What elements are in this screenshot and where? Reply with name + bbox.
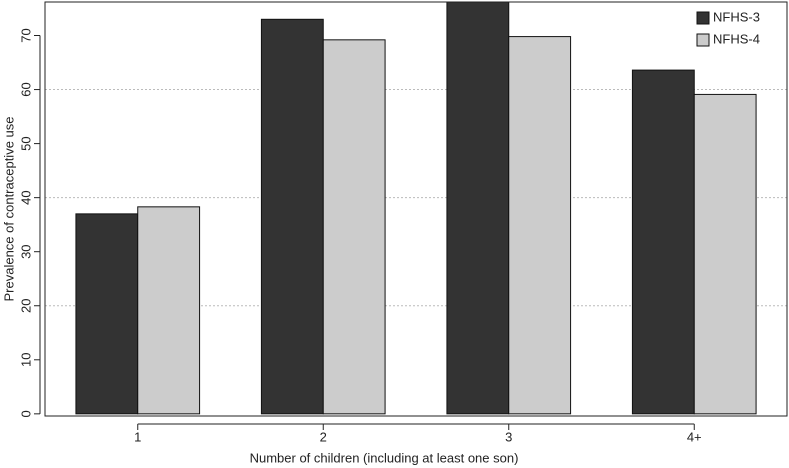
x-tick-label: 1 bbox=[134, 429, 141, 444]
x-tick-label: 3 bbox=[505, 429, 512, 444]
y-axis-title: Prevalence of contraceptive use bbox=[1, 117, 16, 302]
x-axis-title: Number of children (including at least o… bbox=[250, 450, 519, 465]
bar bbox=[75, 213, 139, 415]
bar bbox=[137, 206, 201, 415]
bar bbox=[446, 1, 510, 415]
x-tick-label: 2 bbox=[320, 429, 327, 444]
bar bbox=[631, 69, 695, 415]
plot-frame bbox=[44, 1, 788, 417]
y-tick-label: 70 bbox=[18, 28, 33, 42]
x-tick-label: 4+ bbox=[687, 429, 702, 444]
bar bbox=[260, 18, 324, 415]
legend-swatch bbox=[696, 33, 710, 47]
legend-swatch bbox=[696, 11, 710, 25]
bar bbox=[322, 39, 386, 415]
bar bbox=[508, 36, 572, 415]
bar bbox=[693, 93, 757, 415]
y-tick-label: 30 bbox=[18, 244, 33, 258]
y-tick-label: 40 bbox=[18, 190, 33, 204]
y-tick-label: 20 bbox=[18, 299, 33, 313]
y-tick-label: 0 bbox=[18, 410, 33, 417]
y-tick-label: 10 bbox=[18, 353, 33, 367]
legend-label: NFHS-4 bbox=[713, 31, 760, 46]
y-tick-label: 60 bbox=[18, 82, 33, 96]
legend-label: NFHS-3 bbox=[713, 9, 760, 24]
y-tick-label: 50 bbox=[18, 136, 33, 150]
